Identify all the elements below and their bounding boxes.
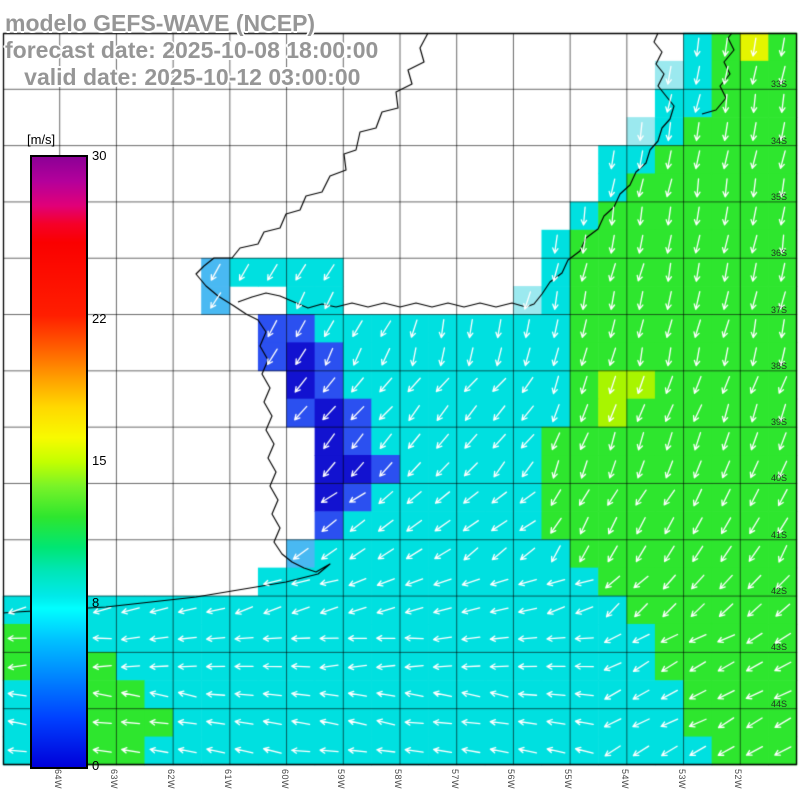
model-title: modelo GEFS-WAVE (NCEP) — [5, 10, 316, 36]
title-block: modelo GEFS-WAVE (NCEP) forecast date: 2… — [5, 10, 378, 91]
valid-date-line: valid date: 2025-10-12 03:00:00 — [5, 64, 361, 90]
colorbar — [30, 155, 88, 769]
colorbar-unit-label: [m/s] — [27, 132, 56, 147]
forecast-date-line: forecast date: 2025-10-08 18:00:00 — [5, 37, 379, 63]
